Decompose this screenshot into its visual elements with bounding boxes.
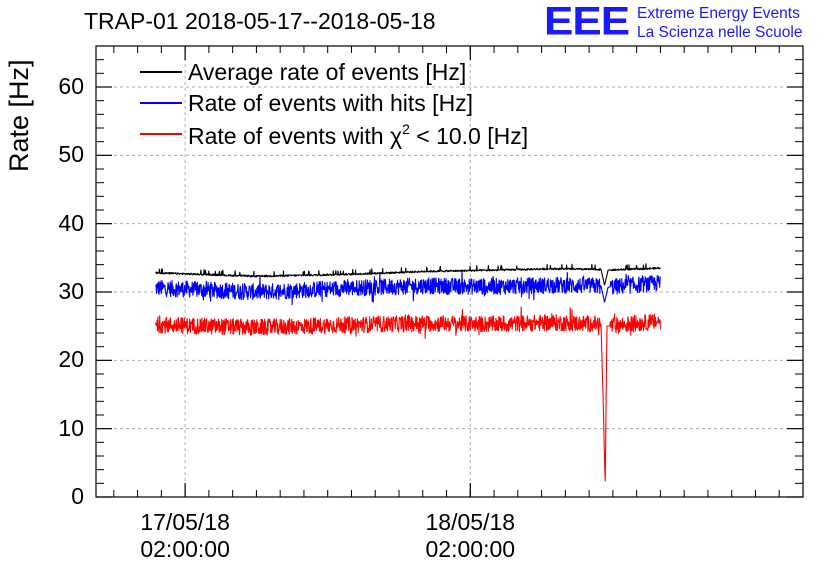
x-tick-date: 18/05/18 (425, 509, 516, 535)
y-tick-label: 60 (58, 73, 84, 99)
grid-layer (96, 46, 803, 497)
legend-label-average: Average rate of events [Hz] (188, 59, 467, 85)
tick-layer (96, 46, 803, 498)
legend-chi-prefix: Rate of events with χ (188, 123, 403, 149)
series-layer (154, 263, 661, 482)
plot-frame (95, 45, 804, 498)
y-tick-label: 50 (58, 141, 84, 168)
y-tick-label: 40 (58, 209, 84, 236)
x-tick-label: 18/05/18 02:00:00 (390, 509, 550, 563)
x-tick-time: 02:00:00 (140, 536, 230, 562)
eee-logo: EEE (544, 0, 630, 44)
series-line-1 (155, 269, 661, 306)
legend-layer (140, 71, 182, 135)
legend-chi-suffix: < 10.0 [Hz] (409, 123, 529, 149)
x-tick-date: 17/05/18 (140, 509, 230, 535)
series-line-2 (154, 306, 661, 482)
logo-caption: Extreme Energy Events La Scienza nelle S… (637, 4, 802, 42)
legend-label-chi2: Rate of events with χ2 < 10.0 [Hz] (188, 121, 528, 150)
logo-line-1: Extreme Energy Events (637, 5, 800, 22)
y-tick-label: 20 (58, 346, 84, 373)
legend-label-hits: Rate of events with hits [Hz] (188, 90, 474, 116)
y-axis-label: Rate [Hz] (4, 59, 34, 172)
chart-title: TRAP-01 2018-05-17--2018-05-18 (84, 8, 436, 34)
x-tick-label: 17/05/18 02:00:00 (105, 509, 265, 563)
logo-line-2: La Scienza nelle Scuole (637, 24, 803, 41)
series-line-0 (155, 263, 661, 286)
y-tick-label: 10 (58, 414, 84, 441)
x-tick-time: 02:00:00 (425, 536, 516, 562)
legend-chi-sup: 2 (402, 121, 410, 137)
y-tick-label: 0 (71, 483, 84, 509)
y-tick-label: 30 (58, 278, 84, 304)
